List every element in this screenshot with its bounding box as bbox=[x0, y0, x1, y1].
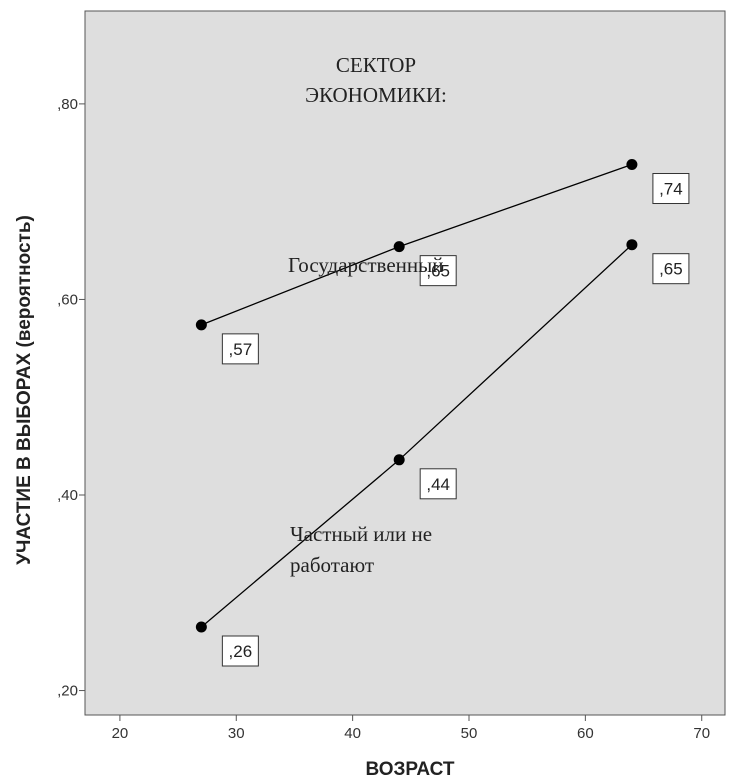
data-label: ,74 bbox=[659, 180, 683, 199]
data-point bbox=[393, 454, 405, 466]
x-tick-label: 40 bbox=[344, 725, 361, 742]
data-point bbox=[626, 159, 638, 171]
data-labels: ,57 ,65 ,74 ,26 ,44 ,65 bbox=[221, 173, 690, 667]
data-label: ,65 bbox=[426, 262, 450, 281]
data-label: ,26 bbox=[229, 642, 253, 661]
annotation-sector-title: ЭКОНОМИКИ: bbox=[305, 83, 447, 107]
x-tick-label: 50 bbox=[461, 725, 478, 742]
y-axis: ,20 ,40 ,60 ,80 bbox=[57, 96, 85, 700]
annotations: СЕКТОР ЭКОНОМИКИ: Государственный Частный и… bbox=[288, 53, 447, 577]
y-tick-label: ,20 bbox=[57, 683, 78, 700]
data-label: ,57 bbox=[229, 340, 253, 359]
data-label: ,65 bbox=[659, 260, 683, 279]
y-axis-title: УЧАСТИЕ В ВЫБОРАХ (вероятность) bbox=[14, 215, 35, 565]
data-label: ,44 bbox=[426, 475, 450, 494]
series-lines bbox=[195, 159, 638, 633]
data-label-box bbox=[652, 173, 690, 205]
data-label-box bbox=[221, 333, 259, 365]
x-axis-title: ВОЗРАСТ bbox=[365, 759, 454, 780]
x-tick-label: 30 bbox=[228, 725, 245, 742]
annotation-private-label: Частный или не bbox=[290, 522, 432, 546]
y-tick-label: ,60 bbox=[57, 291, 78, 308]
data-point bbox=[626, 239, 638, 251]
y-tick-label: ,40 bbox=[57, 487, 78, 504]
data-point bbox=[393, 241, 405, 253]
data-point bbox=[195, 319, 207, 331]
plot-area bbox=[84, 10, 726, 716]
x-tick-label: 20 bbox=[112, 725, 129, 742]
x-axis: 20 30 40 50 60 70 bbox=[112, 715, 710, 742]
data-label-box bbox=[419, 468, 457, 500]
annotation-private-label: работают bbox=[290, 553, 374, 577]
x-tick-label: 60 bbox=[577, 725, 594, 742]
data-label-box bbox=[419, 255, 457, 287]
x-tick-label: 70 bbox=[693, 725, 710, 742]
data-label-box bbox=[652, 253, 690, 285]
annotation-state-label: Государственный bbox=[288, 253, 443, 277]
data-point bbox=[195, 621, 207, 633]
data-label-box bbox=[221, 635, 259, 667]
annotation-sector-title: СЕКТОР bbox=[336, 53, 416, 77]
y-tick-label: ,80 bbox=[57, 96, 78, 113]
